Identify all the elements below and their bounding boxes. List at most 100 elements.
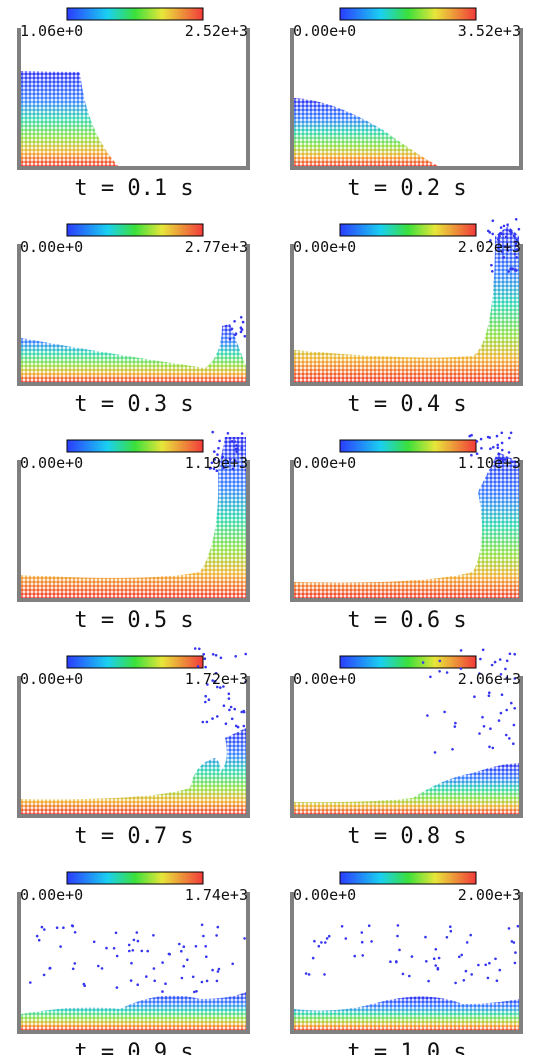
particle [454,981,457,985]
particle [244,652,247,656]
particle [514,242,518,245]
particle [490,663,494,667]
time-label: t = 0.3 s [74,392,193,417]
particle [509,431,513,435]
particle [340,925,344,928]
particle [498,235,501,238]
particle [499,711,503,715]
particle [211,679,214,682]
particle [130,961,133,965]
particle [511,460,514,464]
particle [216,453,219,456]
particle [513,677,517,680]
colorbar-min: 0.00e+0 [20,670,83,688]
fluid-body [21,71,118,166]
particle [465,941,469,944]
fluid [21,324,246,382]
particle [478,732,481,735]
particle [496,238,500,241]
panel: 0.00e+0 1.19e+3 t = 0.5 s [17,430,250,633]
particle [506,249,510,252]
particle [443,710,446,714]
particle [204,694,207,698]
particle [227,692,231,696]
particle [205,955,208,958]
particle [211,968,214,972]
particle [241,320,245,324]
particle [481,715,484,719]
particle [453,725,457,728]
particle [512,723,516,727]
tank [17,460,250,602]
particle [128,949,131,953]
particle [496,446,500,449]
tank [290,244,523,386]
particle [501,459,504,462]
fluid [21,71,118,166]
fluid-body [294,763,519,814]
particle [479,657,482,661]
fluid-body [294,996,519,1030]
particle [200,923,204,927]
particle [233,320,236,323]
particle [344,937,348,940]
particle [507,927,511,930]
particle [492,445,495,449]
particle [195,990,198,993]
time-label: t = 0.4 s [347,392,466,417]
particle [73,931,77,934]
panel: 0.00e+0 1.72e+3 t = 0.7 s [17,647,250,849]
particle [62,926,65,929]
tank [290,676,523,818]
particle [196,665,200,668]
particle [512,234,516,238]
particle [514,218,518,221]
particle [200,980,204,984]
particle [512,742,515,745]
particle [136,983,139,986]
particle [40,925,44,929]
particle [370,940,373,943]
particle [209,466,213,470]
colorbar [339,223,477,237]
particle [482,725,486,728]
particle [239,316,243,319]
particle [507,270,510,273]
particle [212,467,216,471]
particle [71,967,75,971]
particle [449,925,452,928]
particle [42,973,46,977]
particle [470,433,473,437]
particle [240,446,244,450]
colorbar-min: 0.00e+0 [293,886,356,904]
fluid [294,763,519,814]
time-label: t = 0.1 s [74,176,193,201]
colorbar [66,655,204,669]
particle [497,719,501,722]
particle [513,707,516,710]
particle [226,432,230,435]
particle [207,698,211,701]
particle [514,951,517,954]
particle [317,944,321,948]
tank [17,28,250,170]
colorbar-min: 0.00e+0 [20,238,83,256]
particle [511,267,514,270]
particle [505,228,509,232]
particle [234,724,238,728]
particle [464,969,468,973]
particle [198,647,201,651]
particle [55,926,59,929]
panel: 0.00e+0 1.74e+3 t = 0.9 s [17,871,250,1055]
particle [222,685,225,688]
particle [186,958,189,962]
particle [240,432,244,435]
fluid-body [294,98,438,166]
colorbar [339,7,477,21]
particle [515,248,519,251]
particle [203,657,207,660]
particle [216,925,220,929]
particle [210,461,214,465]
particle [516,924,520,928]
particle [240,440,244,443]
